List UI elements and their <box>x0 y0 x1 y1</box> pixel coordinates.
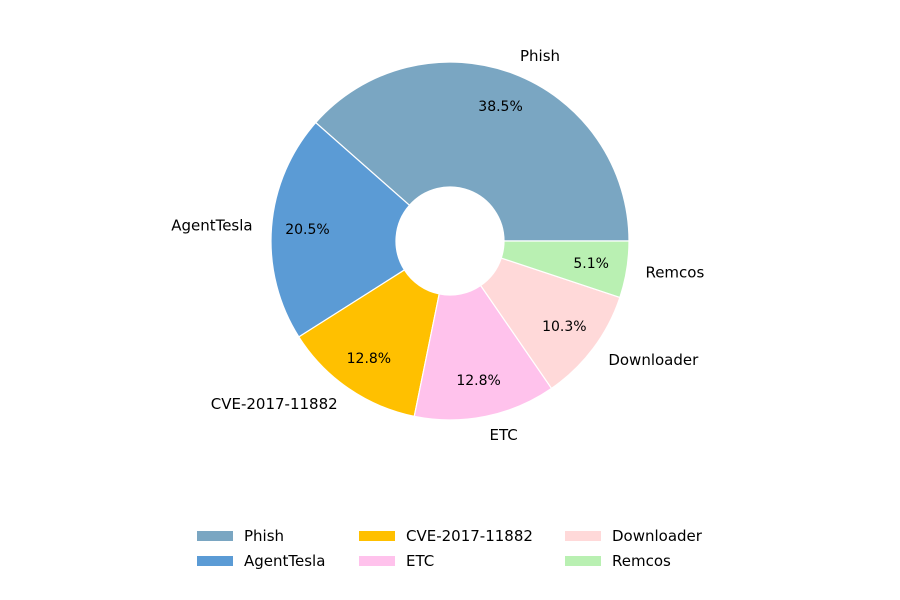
legend-label-remcos: Remcos <box>612 552 671 570</box>
category-label-etc: ETC <box>490 426 518 444</box>
slice-agenttesla <box>270 121 411 338</box>
legend-swatch-agenttesla <box>197 556 233 566</box>
percent-label-agenttesla: 20.5% <box>285 222 329 238</box>
category-label-remcos: Remcos <box>645 264 704 282</box>
legend-label-downloader: Downloader <box>612 527 703 545</box>
category-label-agenttesla: AgentTesla <box>171 216 252 234</box>
percent-label-phish: 38.5% <box>478 99 522 115</box>
percent-label-cve-2017-11882: 12.8% <box>347 351 391 367</box>
chart-slices <box>270 61 630 421</box>
legend-label-agenttesla: AgentTesla <box>244 552 325 570</box>
legend-label-cve-2017-11882: CVE-2017-11882 <box>406 527 533 545</box>
category-label-phish: Phish <box>520 47 560 65</box>
legend-swatch-remcos <box>565 556 601 566</box>
slice-phish <box>314 61 630 242</box>
slice-etc <box>413 284 553 421</box>
chart-legend: Phish AgentTesla CVE-2017-11882 ETC Download… <box>197 527 703 570</box>
legend-swatch-cve-2017-11882 <box>359 531 395 541</box>
legend-swatch-downloader <box>565 531 601 541</box>
slice-cve-2017-11882 <box>298 269 440 418</box>
chart-category-labels: Phish AgentTesla CVE-2017-11882 ETC Download… <box>171 47 704 444</box>
legend-swatch-phish <box>197 531 233 541</box>
category-label-cve-2017-11882: CVE-2017-11882 <box>211 395 338 413</box>
category-label-downloader: Downloader <box>608 351 699 369</box>
legend-swatch-etc <box>359 556 395 566</box>
chart-percent-labels: 38.5% 20.5% 12.8% 12.8% 10.3% 5.1% <box>285 99 609 389</box>
legend-label-etc: ETC <box>406 552 434 570</box>
percent-label-remcos: 5.1% <box>573 256 609 272</box>
percent-label-etc: 12.8% <box>456 373 500 389</box>
slice-remcos <box>500 240 630 299</box>
legend-label-phish: Phish <box>244 527 284 545</box>
percent-label-downloader: 10.3% <box>542 319 586 335</box>
slice-downloader <box>479 257 621 390</box>
